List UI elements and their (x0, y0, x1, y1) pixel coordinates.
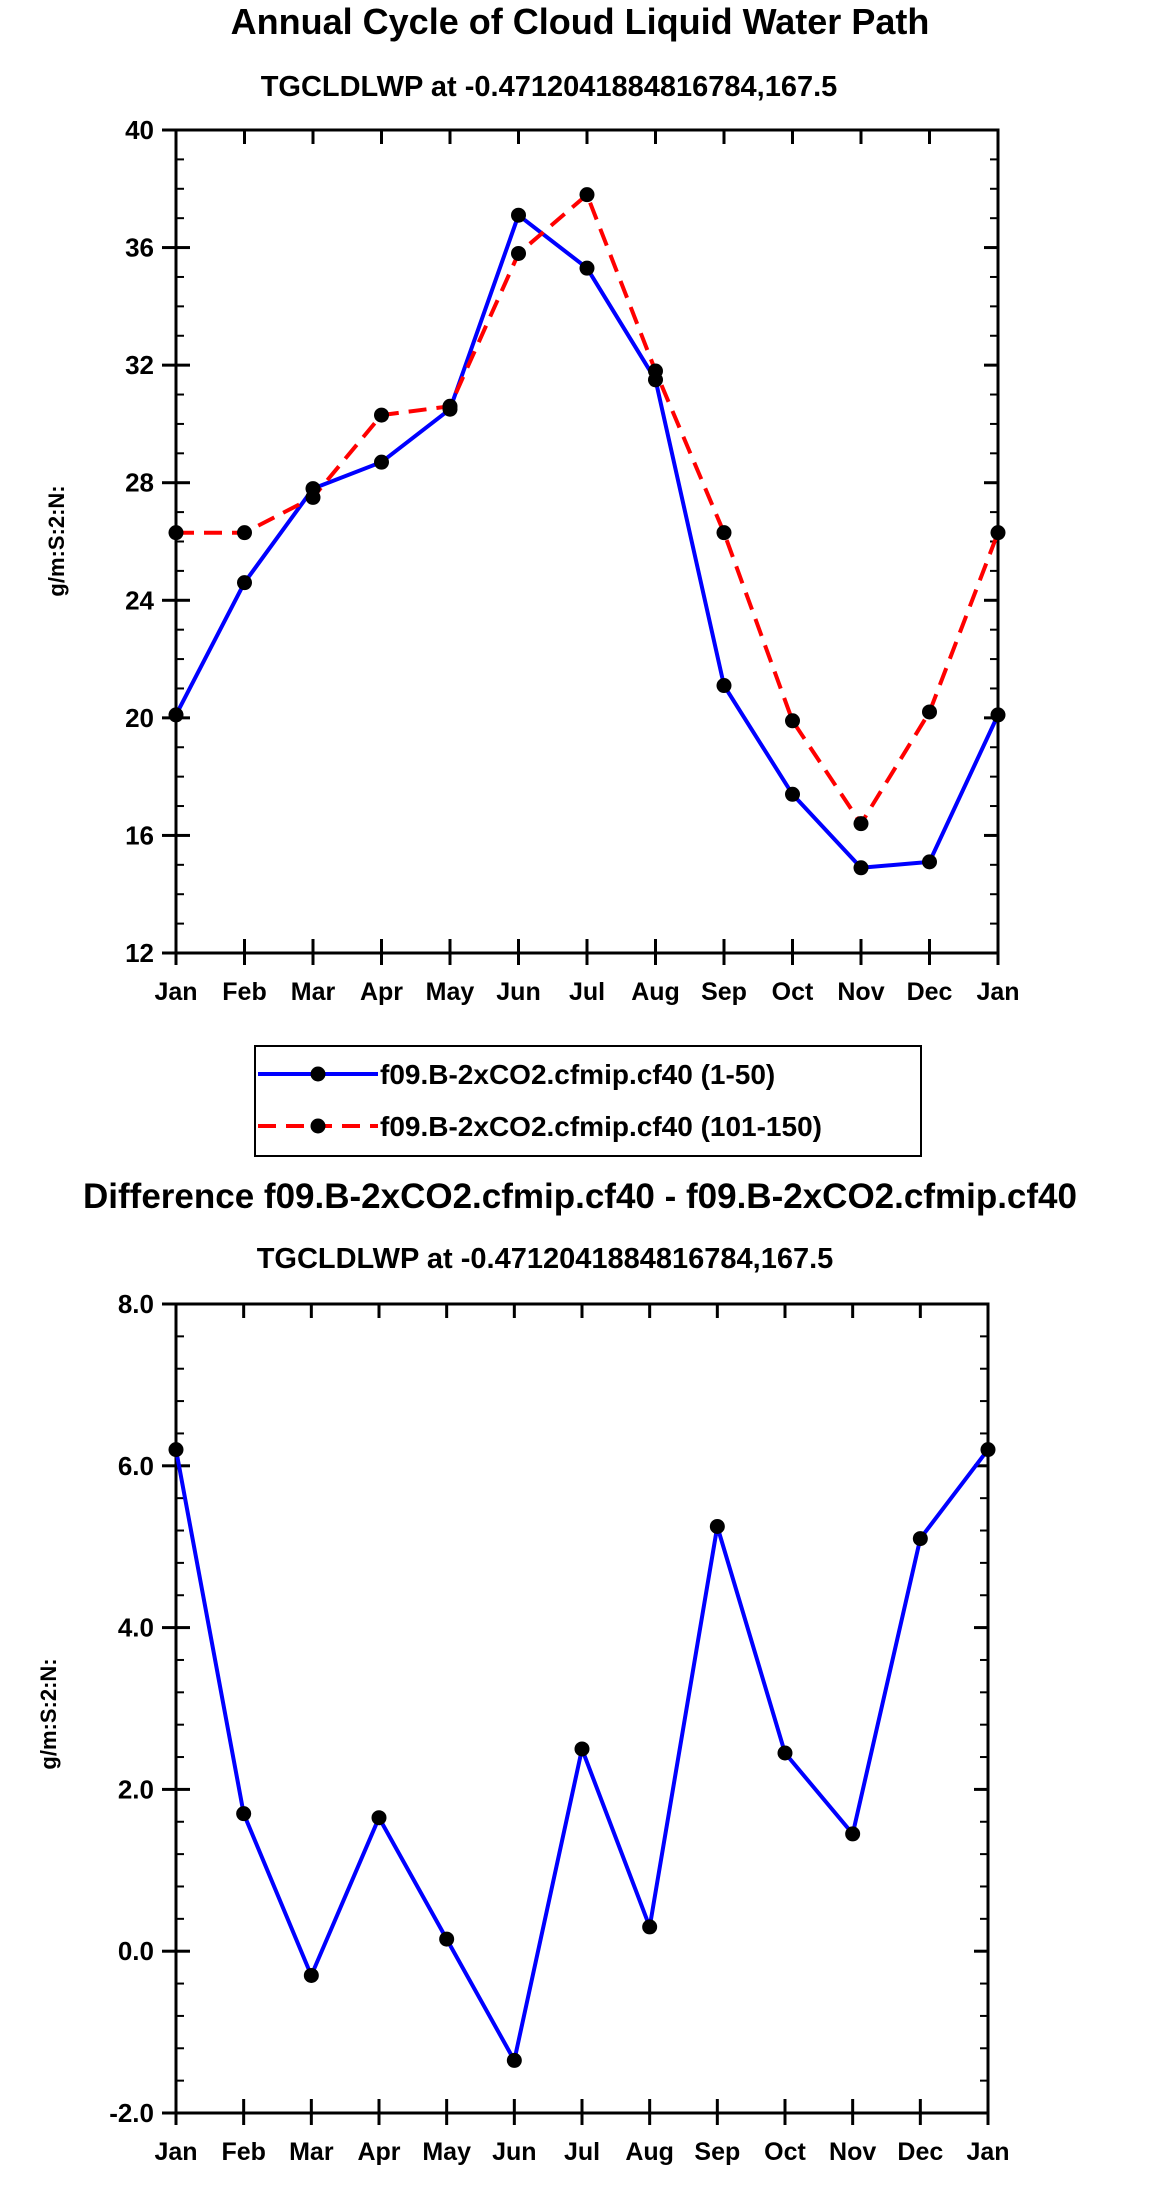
x-tick-label: Sep (701, 978, 747, 1006)
data-point-series-1 (980, 1442, 996, 1458)
data-point-series-1 (506, 2052, 522, 2068)
chart-annual-cycle: Annual Cycle of Cloud Liquid Water Path … (44, 1, 1020, 1157)
x-tick-label: Feb (222, 978, 266, 1006)
y-tick-label: 8.0 (118, 1289, 154, 1319)
data-point-series-1 (439, 1931, 455, 1947)
x-tick-label: Oct (772, 978, 814, 1006)
x-tick-label: Dec (897, 2138, 943, 2166)
y-tick-label: 0.0 (118, 1936, 154, 1966)
x-tick-label: Sep (694, 2138, 740, 2166)
y-axis-label: g/m:S:2:N: (44, 485, 69, 596)
plot-area: -2.0 0.0 2.0 4.0 6.0 8.0 Jan Feb Mar Apr May Jun Jul… (109, 1289, 1009, 2166)
data-point-series-1 (716, 678, 732, 694)
data-point-series-1 (574, 1741, 590, 1757)
x-tick-label: Feb (221, 2138, 265, 2166)
y-tick-label: -2.0 (109, 2098, 154, 2128)
data-point-series-1 (237, 575, 252, 591)
x-tick-label: Apr (357, 2138, 400, 2166)
x-tick-label: Mar (289, 2138, 334, 2166)
data-point-series-1 (236, 1806, 252, 1822)
data-point-series-1 (303, 1967, 319, 1983)
data-point-series-1 (168, 707, 184, 723)
x-tick-label: Aug (625, 2138, 674, 2166)
legend: f09.B-2xCO2.cfmip.cf40 (1-50) f09.B-2xCO… (254, 1045, 922, 1157)
x-tick-label: Dec (907, 978, 953, 1006)
y-tick-label: 36 (125, 233, 154, 263)
plot-frame (174, 1302, 990, 2115)
x-tick-label: Oct (764, 2138, 806, 2166)
legend-label-series-1: f09.B-2xCO2.cfmip.cf40 (1-50) (380, 1059, 775, 1090)
y-tick-label: 20 (125, 703, 154, 733)
x-tick-label: Jan (976, 978, 1019, 1006)
x-tick-label: Aug (631, 978, 680, 1006)
data-point-series-1 (371, 1810, 387, 1826)
plot-area: 12 16 20 24 28 32 36 40 Jan Feb Mar Apr May Jun Jul Aug… (125, 115, 1019, 1006)
y-tick-label: 40 (125, 115, 154, 145)
data-point-series-1 (709, 1518, 725, 1534)
data-point-series-1 (990, 707, 1006, 723)
data-point-series-1 (785, 786, 800, 802)
x-tick-label: Apr (360, 978, 403, 1006)
data-point-series-2 (511, 245, 526, 261)
x-tick-label: May (426, 978, 475, 1006)
legend-item-series-1: f09.B-2xCO2.cfmip.cf40 (1-50) (258, 1059, 775, 1090)
data-point-series-2 (716, 525, 732, 541)
data-point-series-1 (579, 260, 595, 276)
chart-subtitle: TGCLDLWP at -0.4712041884816784,167.5 (257, 1243, 834, 1275)
x-tick-label: Jun (492, 2138, 536, 2166)
legend-item-series-2: f09.B-2xCO2.cfmip.cf40 (101-150) (258, 1111, 822, 1142)
data-point-series-2 (853, 816, 869, 832)
data-point-series-2 (579, 187, 595, 203)
x-tick-label: Mar (291, 978, 336, 1006)
y-tick-label: 24 (125, 585, 154, 615)
data-point-series-2 (168, 525, 184, 541)
data-point-series-2 (237, 525, 252, 541)
x-tick-label: Nov (829, 2138, 876, 2166)
data-point-series-1 (777, 1745, 793, 1761)
data-point-series-2 (785, 713, 800, 729)
data-point-series-1 (642, 1919, 658, 1935)
chart-subtitle: TGCLDLWP at -0.4712041884816784,167.5 (261, 71, 838, 103)
data-point-series-2 (990, 525, 1006, 541)
y-tick-label: 16 (125, 820, 154, 850)
x-tick-label: Jan (154, 978, 197, 1006)
x-tick-label: Jul (569, 978, 605, 1006)
y-axis-label: g/m:S:2:N: (36, 1658, 61, 1769)
y-tick-label: 4.0 (118, 1613, 154, 1643)
data-point-series-1 (853, 860, 869, 876)
chart-title: Annual Cycle of Cloud Liquid Water Path (231, 1, 930, 42)
y-tick-label: 12 (125, 938, 154, 968)
series-line-1 (174, 213, 1000, 870)
legend-box (254, 1045, 922, 1157)
legend-marker-series-2 (310, 1118, 326, 1134)
y-tick-label: 28 (125, 468, 154, 498)
data-point-series-2 (648, 363, 663, 379)
data-point-series-1 (511, 207, 526, 223)
x-tick-label: Jan (154, 2138, 197, 2166)
data-point-series-1 (922, 854, 937, 870)
x-tick-label: Nov (837, 978, 884, 1006)
plot-frame (174, 128, 1000, 955)
legend-label-series-2: f09.B-2xCO2.cfmip.cf40 (101-150) (380, 1111, 822, 1142)
y-tick-label: 32 (125, 350, 154, 380)
legend-marker-series-1 (310, 1066, 326, 1082)
x-tick-label: Jul (564, 2138, 600, 2166)
y-tick-label: 6.0 (118, 1451, 154, 1481)
data-point-series-2 (305, 489, 321, 505)
x-tick-label: Jan (966, 2138, 1009, 2166)
data-point-series-1 (168, 1442, 184, 1458)
chart-difference: Difference f09.B-2xCO2.cfmip.cf40 - f09.… (36, 1177, 1077, 2166)
x-tick-label: Jun (496, 978, 540, 1006)
y-tick-label: 2.0 (118, 1774, 154, 1804)
chart-title: Difference f09.B-2xCO2.cfmip.cf40 - f09.… (83, 1177, 1077, 1216)
data-point-series-1 (845, 1826, 861, 1842)
data-point-series-2 (374, 407, 389, 423)
x-tick-label: May (422, 2138, 471, 2166)
data-point-series-1 (912, 1531, 928, 1547)
data-point-series-2 (442, 398, 458, 414)
data-point-series-1 (374, 454, 389, 470)
data-point-series-2 (922, 704, 937, 720)
